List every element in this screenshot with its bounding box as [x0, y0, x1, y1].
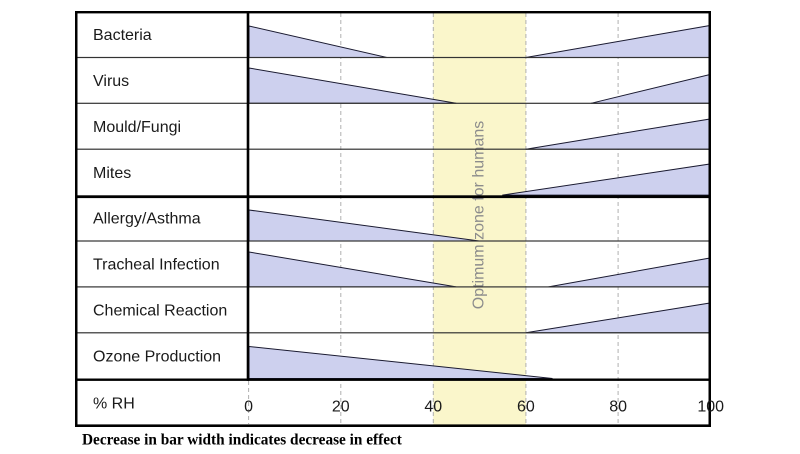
- svg-text:Mould/Fungi: Mould/Fungi: [93, 119, 181, 136]
- svg-text:100: 100: [697, 399, 724, 416]
- svg-text:0: 0: [244, 399, 253, 416]
- svg-text:Optimum zone for humans: Optimum zone for humans: [471, 121, 488, 310]
- svg-text:Bacteria: Bacteria: [93, 27, 152, 44]
- svg-text:Allergy/Asthma: Allergy/Asthma: [93, 211, 201, 228]
- svg-text:20: 20: [332, 399, 350, 416]
- svg-text:Tracheal Infection: Tracheal Infection: [93, 257, 220, 274]
- svg-text:Decrease in bar width indicate: Decrease in bar width indicates decrease…: [82, 432, 403, 449]
- svg-text:Ozone Production: Ozone Production: [93, 348, 221, 365]
- svg-text:40: 40: [424, 399, 442, 416]
- svg-text:% RH: % RH: [93, 395, 135, 412]
- svg-text:Chemical Reaction: Chemical Reaction: [93, 303, 227, 320]
- svg-text:Virus: Virus: [93, 73, 129, 90]
- svg-text:80: 80: [609, 399, 627, 416]
- svg-text:Mites: Mites: [93, 165, 131, 182]
- svg-text:60: 60: [517, 399, 535, 416]
